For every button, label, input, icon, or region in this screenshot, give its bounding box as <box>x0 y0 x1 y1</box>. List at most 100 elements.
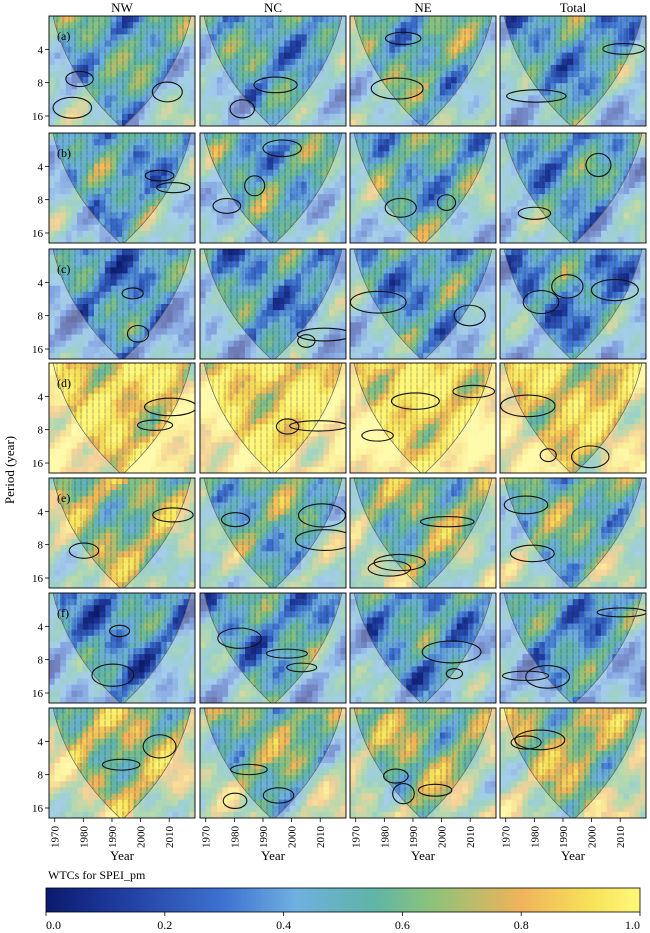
wtc-panel: 4 8 16 <box>32 707 196 819</box>
colorbar-tick-label: 0.2 <box>157 918 172 932</box>
phase-arrows <box>354 16 492 126</box>
significance-contour <box>510 735 542 750</box>
significance-contour <box>297 503 346 528</box>
x-tick-labels: 1970 1980 1990 2000 2010 Year 1970 1980 1990 2000… <box>50 818 627 863</box>
y-tick-label: 4 <box>38 391 44 403</box>
significance-contour <box>151 81 183 103</box>
significance-contour <box>52 96 93 119</box>
wtc-panel: (b) 4 8 16 <box>32 132 196 244</box>
y-tick-label: 4 <box>38 621 44 633</box>
y-tick-label: 4 <box>38 44 44 56</box>
x-tick-label: 2000 <box>136 826 148 849</box>
y-tick-label: 8 <box>38 655 44 667</box>
x-tick-label: 1980 <box>78 826 90 849</box>
phase-arrows <box>204 708 342 818</box>
wtc-panel <box>199 707 347 819</box>
cone-of-influence <box>49 478 195 588</box>
significance-contour <box>419 516 475 528</box>
significance-contour <box>390 392 440 410</box>
significance-contour <box>503 495 549 515</box>
significance-contour <box>384 197 417 218</box>
y-axis-title-group: Period (year) <box>2 436 17 504</box>
cone-of-influence <box>49 16 195 126</box>
wtc-panel <box>349 362 497 474</box>
phase-arrows <box>53 249 191 359</box>
x-tick-label: 1990 <box>408 826 420 849</box>
colorbar-tick-label: 0.0 <box>46 918 61 932</box>
x-tick-label: 2000 <box>437 826 449 849</box>
phase-arrows <box>53 708 191 818</box>
significance-contour <box>383 768 409 784</box>
wtc-panel <box>199 477 347 589</box>
y-tick-label: 8 <box>38 78 44 90</box>
significance-contour <box>501 670 550 681</box>
phase-arrows <box>354 133 492 243</box>
significance-contour <box>602 42 646 55</box>
significance-contour <box>262 787 295 804</box>
x-axis-title: Year <box>261 848 286 863</box>
significance-contour <box>68 542 100 559</box>
wtc-panel <box>499 477 647 589</box>
wtc-panel <box>349 707 497 819</box>
x-tick-label: 2010 <box>164 826 176 849</box>
panel-label: (c) <box>57 262 70 276</box>
column-title: NE <box>414 0 431 15</box>
wtc-panel <box>499 592 647 704</box>
significance-contour <box>212 198 242 214</box>
significance-contour <box>296 327 346 342</box>
cone-of-influence <box>350 249 496 359</box>
panel-label: (e) <box>57 491 70 505</box>
x-axis-title: Year <box>411 848 436 863</box>
significance-contour <box>417 783 453 797</box>
y-tick-label: 4 <box>38 506 44 518</box>
significance-contour <box>367 560 412 577</box>
y-tick-label: 8 <box>38 540 44 552</box>
y-tick-label: 16 <box>32 803 44 815</box>
significance-contour <box>244 175 266 197</box>
phase-arrows <box>504 708 642 818</box>
y-tick-label: 16 <box>32 573 44 585</box>
y-tick-label: 8 <box>38 425 44 437</box>
wtc-panel <box>199 132 347 244</box>
wtc-panel <box>499 248 647 360</box>
y-tick-label: 16 <box>32 344 44 356</box>
phase-arrows <box>504 133 642 243</box>
cone-of-influence <box>500 478 646 588</box>
cone-of-influence <box>200 708 346 818</box>
cone-of-influence <box>200 593 346 703</box>
y-tick-label: 16 <box>32 228 44 240</box>
wtc-panel: (e) 4 8 16 <box>32 477 196 589</box>
significance-contour <box>121 287 144 300</box>
significance-contour <box>551 274 584 299</box>
significance-contour <box>361 429 394 442</box>
panel-label: (a) <box>57 29 70 43</box>
significance-contour <box>65 70 94 88</box>
wtc-panel <box>199 15 347 127</box>
y-tick-label: 8 <box>38 311 44 323</box>
x-tick-label: 2010 <box>615 826 627 849</box>
cone-of-influence <box>500 249 646 359</box>
x-tick-label: 1990 <box>558 826 570 849</box>
significance-contour <box>452 384 496 399</box>
x-axis-title: Year <box>561 848 586 863</box>
significance-contour <box>436 194 457 211</box>
cone-of-influence <box>500 708 646 818</box>
colorbar-title: WTCs for SPEI_pm <box>48 868 146 882</box>
y-tick-label: 16 <box>32 688 44 700</box>
cone-of-influence <box>350 363 496 473</box>
significance-contour <box>101 758 141 771</box>
panel-grid: (a) 4 8 16 (b) 4 8 16 (c) 4 8 16 (d) 4 8 16 (e) 4 8 16 (f) 4 8… <box>32 15 647 819</box>
wtc-panel <box>349 132 497 244</box>
wtc-panel <box>349 592 497 704</box>
significance-contour <box>289 420 346 432</box>
x-tick-label: 1970 <box>501 826 513 849</box>
column-title: NW <box>111 0 133 15</box>
significance-contour <box>136 419 174 431</box>
x-tick-label: 2000 <box>287 826 299 849</box>
phase-arrows <box>53 363 191 473</box>
significance-contour <box>522 289 560 315</box>
cone-of-influence <box>200 249 346 359</box>
phase-arrows <box>354 593 492 703</box>
wtc-panel: (c) 4 8 16 <box>32 248 196 360</box>
